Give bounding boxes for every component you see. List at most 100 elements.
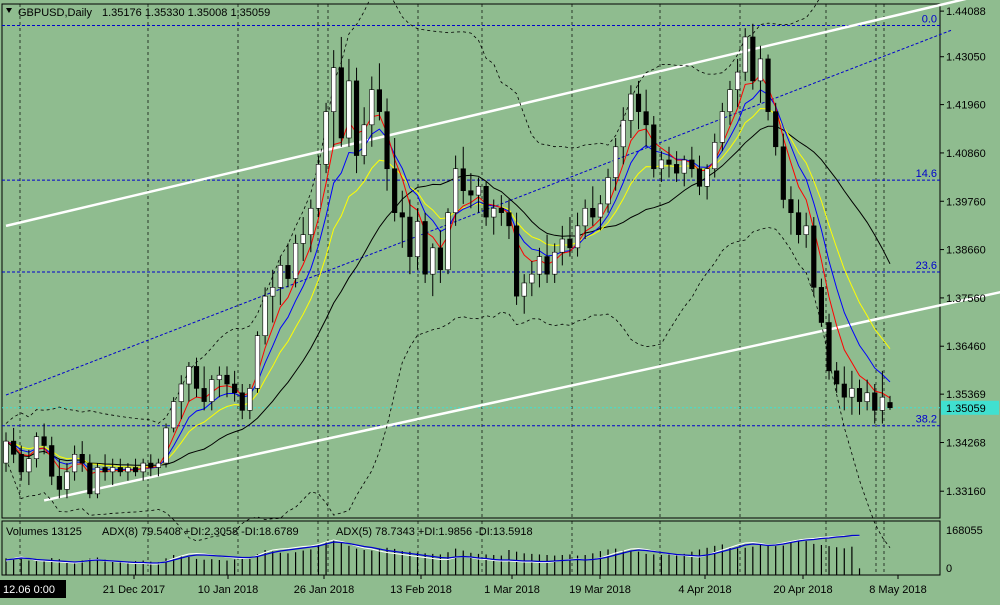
candle-body: [201, 388, 207, 402]
time-axis-label: 8 May 2018: [869, 584, 926, 596]
candle-body: [849, 388, 855, 398]
candle-body: [826, 322, 832, 372]
candle: [224, 366, 230, 398]
candle-body: [567, 238, 573, 249]
candle-body: [79, 453, 85, 464]
candle-body: [392, 168, 398, 213]
candle: [148, 454, 154, 477]
candle: [338, 36, 344, 147]
candle: [468, 173, 474, 209]
candle: [178, 375, 184, 420]
candle-body: [346, 80, 352, 139]
candle-body: [872, 392, 878, 411]
candle: [856, 379, 863, 415]
fib-level-label: 38.2: [916, 414, 937, 426]
candle-body: [155, 462, 161, 468]
candle: [582, 199, 588, 240]
candle-body: [262, 295, 268, 336]
candle-body: [689, 159, 695, 170]
candle-body: [491, 207, 497, 218]
candle-body: [765, 58, 771, 112]
time-cursor-badge: [0, 580, 66, 598]
candle: [300, 217, 306, 261]
candle: [887, 395, 893, 410]
candle-body: [704, 168, 710, 187]
candle-body: [270, 287, 276, 297]
candle-body: [582, 207, 588, 227]
candle: [811, 217, 817, 297]
main-plot-frame: [1, 3, 941, 519]
candle-body: [529, 273, 535, 284]
candle-body: [544, 256, 550, 275]
candle: [498, 195, 504, 226]
candle: [574, 212, 581, 257]
price-axis-label: 1.33160: [946, 486, 986, 498]
candle: [681, 155, 687, 187]
candle: [453, 155, 459, 226]
candle: [818, 278, 824, 327]
candle-body: [430, 247, 436, 275]
candle-body: [171, 401, 177, 429]
candle-body: [887, 402, 893, 409]
candle-body: [773, 111, 779, 148]
candle-body: [3, 440, 9, 464]
candle-body: [193, 366, 200, 389]
candle-body: [102, 467, 108, 473]
candle: [323, 102, 329, 174]
candle-body: [232, 383, 238, 394]
candle: [422, 212, 428, 283]
ma-black-line: [5, 125, 891, 466]
candle-body: [292, 243, 299, 279]
candle-body: [209, 379, 215, 402]
candle: [773, 102, 779, 156]
candle-body: [750, 36, 756, 82]
candle: [567, 217, 573, 257]
candle-body: [811, 225, 817, 288]
candle-body: [407, 216, 413, 257]
candle-body: [11, 440, 17, 455]
candle: [277, 256, 283, 305]
time-axis-label: 13 Feb 2018: [390, 584, 452, 596]
candle-body: [94, 467, 101, 495]
price-axis-label: 1.38660: [946, 245, 986, 257]
volumes-label: Volumes 13125: [6, 526, 82, 538]
candle-body: [361, 124, 367, 156]
candle: [879, 370, 885, 424]
candle-body: [41, 436, 47, 446]
time-cursor-label: 12.06 0:00: [3, 584, 55, 596]
candle-body: [445, 212, 451, 271]
candle-body: [315, 164, 322, 209]
candle-body: [64, 471, 70, 490]
candle-body: [384, 111, 390, 170]
candle-body: [148, 462, 154, 468]
candle: [201, 366, 207, 411]
candle-body: [559, 238, 565, 253]
candle-body: [620, 120, 626, 148]
candle: [102, 454, 108, 481]
candle: [171, 397, 177, 433]
candle-body: [536, 256, 543, 275]
candle-body: [247, 388, 253, 411]
candle: [132, 458, 139, 477]
candle-body: [475, 186, 482, 196]
price-axis-label: 1.35369: [946, 389, 986, 401]
candle: [841, 366, 847, 411]
candle-body: [254, 335, 261, 389]
adx8-line: [5, 534, 860, 564]
candle: [41, 423, 47, 455]
candle-body: [674, 164, 680, 174]
candle: [346, 58, 352, 147]
candle: [544, 234, 550, 283]
candle: [620, 107, 626, 165]
candle-body: [696, 168, 703, 187]
candle: [674, 151, 680, 182]
candle-body: [734, 71, 741, 90]
adx5-line: [5, 535, 860, 565]
candle-body: [117, 467, 123, 473]
candle-body: [132, 467, 139, 473]
candle: [719, 102, 725, 152]
time-axis-label: 19 Mar 2018: [569, 584, 631, 596]
time-axis-label: 4 Apr 2018: [678, 584, 731, 596]
candle: [361, 107, 367, 165]
